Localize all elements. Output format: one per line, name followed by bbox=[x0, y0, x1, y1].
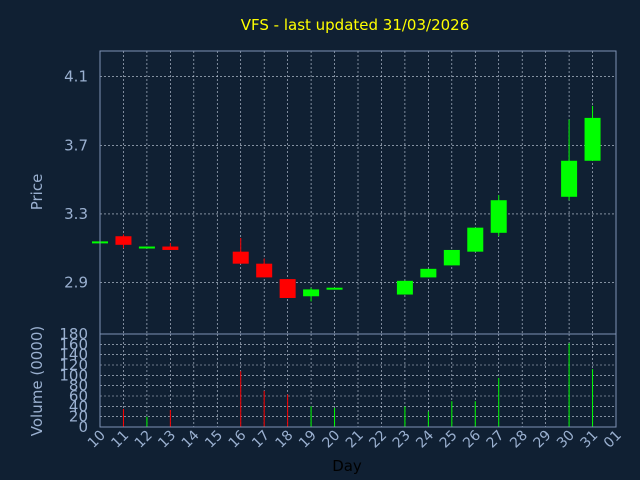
candle-body bbox=[232, 251, 249, 264]
volume-tick-label: 0 bbox=[78, 418, 88, 436]
volume-tick-label: 140 bbox=[59, 346, 88, 364]
x-axis-label: Day bbox=[332, 457, 362, 475]
day-tick-label: 14 bbox=[179, 427, 203, 451]
day-tick-label: 30 bbox=[554, 428, 578, 452]
day-tick-label: 11 bbox=[108, 428, 132, 452]
day-tick-label: 20 bbox=[319, 428, 343, 452]
volume-gridlines bbox=[99, 333, 617, 428]
day-tick-label: 01 bbox=[601, 428, 625, 452]
price-tick-label: 3.7 bbox=[64, 136, 88, 154]
candle-body bbox=[138, 246, 155, 249]
candle-body bbox=[115, 236, 132, 245]
price-tick-label: 4.1 bbox=[64, 68, 88, 86]
day-tick-label: 24 bbox=[413, 427, 437, 451]
volume-bars bbox=[122, 343, 594, 427]
day-tick-label: 15 bbox=[202, 428, 226, 452]
day-tick-label: 19 bbox=[296, 428, 320, 452]
volume-tick-label: 120 bbox=[59, 356, 88, 374]
candle-body bbox=[420, 268, 437, 278]
day-tick-label: 26 bbox=[460, 427, 484, 451]
volume-axis-label: Volume (0000) bbox=[28, 326, 46, 436]
candle-body bbox=[490, 200, 507, 233]
day-tick-label: 22 bbox=[366, 428, 390, 452]
candle-body bbox=[326, 287, 343, 290]
candle-body bbox=[303, 289, 320, 297]
day-tick-label: 13 bbox=[155, 428, 179, 452]
day-tick-label: 21 bbox=[343, 428, 367, 452]
day-tick-labels: 10 11 12 13 14 15 16 17 18 19 20 21 22 23 24 25 26 27 28 29… bbox=[85, 427, 625, 451]
price-tick-labels: 2.9 3.3 3.7 4.1 bbox=[64, 68, 88, 292]
day-tick-label: 16 bbox=[226, 427, 250, 451]
candle-body bbox=[584, 117, 601, 161]
day-tick-label: 28 bbox=[507, 428, 531, 452]
volume-tick-label: 20 bbox=[69, 408, 88, 426]
day-tick-label: 31 bbox=[577, 428, 601, 452]
day-tick-label: 27 bbox=[484, 428, 508, 452]
day-tick-label: 23 bbox=[390, 428, 414, 452]
volume-tick-label: 160 bbox=[59, 335, 88, 353]
day-tick-label: 10 bbox=[85, 428, 109, 452]
day-tick-label: 29 bbox=[531, 428, 555, 452]
volume-panel-frame bbox=[99, 333, 617, 428]
candle-body bbox=[162, 246, 179, 250]
day-tick-label: 12 bbox=[132, 428, 156, 452]
candle-body bbox=[467, 227, 484, 252]
day-tick-label: 18 bbox=[273, 428, 297, 452]
candle-body bbox=[561, 160, 578, 197]
candle-body bbox=[256, 263, 273, 278]
price-tick-label: 3.3 bbox=[64, 205, 88, 223]
volume-tick-label: 180 bbox=[59, 325, 88, 343]
price-candles bbox=[92, 105, 601, 302]
chart-title: VFS - last updated 31/03/2026 bbox=[241, 16, 470, 34]
price-axis-label: Price bbox=[28, 174, 46, 211]
day-tick-label: 17 bbox=[249, 428, 273, 452]
price-gridlines bbox=[99, 51, 617, 334]
candle-body bbox=[279, 279, 296, 298]
price-tick-label: 2.9 bbox=[64, 274, 88, 292]
volume-tick-label: 80 bbox=[69, 377, 88, 395]
candle-body bbox=[396, 280, 413, 295]
volume-tick-label: 40 bbox=[69, 397, 88, 415]
candle-body bbox=[443, 249, 460, 266]
volume-tick-label: 60 bbox=[69, 387, 88, 405]
volume-tick-label: 100 bbox=[59, 366, 88, 384]
day-tick-label: 25 bbox=[437, 428, 461, 452]
